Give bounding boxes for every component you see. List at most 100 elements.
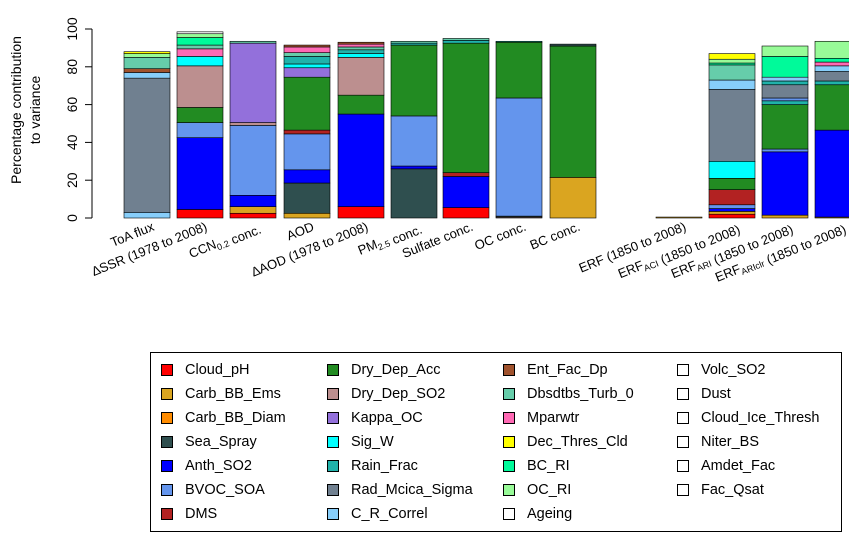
legend-item: Carb_BB_Ems	[161, 384, 281, 404]
legend-label: Fac_Qsat	[701, 482, 764, 498]
legend-label: DMS	[185, 506, 218, 522]
legend-item: Anth_SO2	[161, 456, 252, 476]
bar-segment	[761, 76, 809, 82]
legend-label: Ent_Fac_Dp	[527, 362, 608, 378]
legend-swatch	[677, 364, 689, 376]
bar-bc	[549, 43, 597, 219]
legend-label: Cloud_Ice_Thresh	[701, 410, 820, 426]
bar-segment	[337, 53, 385, 58]
legend-item: Niter_BS	[677, 432, 759, 452]
bar-segment	[708, 58, 756, 64]
legend-swatch	[161, 364, 173, 376]
legend-label: Rad_Mcica_Sigma	[351, 482, 473, 498]
legend-swatch	[327, 364, 339, 376]
legend-swatch	[161, 436, 173, 448]
bar-segment	[123, 212, 171, 219]
legend-label: Amdet_Fac	[701, 458, 776, 474]
legend-swatch	[161, 484, 173, 496]
legend-item: Ageing	[503, 504, 572, 524]
bar-segment	[176, 137, 224, 210]
legend-label: Dbsdtbs_Turb_0	[527, 386, 634, 402]
bar-segment	[761, 97, 809, 102]
y-tick-label: 60	[64, 97, 80, 113]
legend-swatch	[503, 412, 515, 424]
legend-swatch	[327, 412, 339, 424]
y-tick-label: 0	[64, 214, 80, 222]
legend: Cloud_pH Carb_BB_Ems Carb_BB_Diam Sea_Spray…	[150, 352, 842, 532]
bar-segment	[283, 63, 331, 69]
legend-item: Ent_Fac_Dp	[503, 360, 608, 380]
legend-swatch	[677, 388, 689, 400]
legend-label: Dry_Dep_SO2	[351, 386, 446, 402]
bar-segment	[708, 213, 756, 219]
bar-erfaci_b	[708, 53, 756, 219]
bar-sulf	[442, 38, 490, 219]
bar-erf	[655, 216, 703, 219]
bar-segment	[229, 195, 277, 207]
bar-segment	[283, 44, 331, 48]
y-tick-label: 100	[64, 17, 80, 41]
bar-segment	[229, 212, 277, 219]
legend-item: Fac_Qsat	[677, 480, 764, 500]
bar-segment	[708, 79, 756, 90]
legend-swatch	[503, 508, 515, 520]
legend-item: OC_RI	[503, 480, 571, 500]
legend-label: C_R_Correl	[351, 506, 428, 522]
legend-label: Volc_SO2	[701, 362, 766, 378]
y-tick-label: 20	[64, 172, 80, 188]
legend-label: OC_RI	[527, 482, 572, 498]
legend-label: Carb_BB_Ems	[185, 386, 281, 402]
legend-item: Rad_Mcica_Sigma	[327, 480, 473, 500]
legend-swatch	[503, 460, 515, 472]
legend-swatch	[677, 436, 689, 448]
bar-segment	[123, 68, 171, 73]
legend-label: Mparwtr	[527, 410, 580, 426]
legend-swatch	[327, 436, 339, 448]
bar-segment	[549, 45, 597, 178]
bar-segment	[390, 168, 438, 219]
bar-segment	[390, 40, 438, 44]
y-tick-label: 80	[64, 59, 80, 75]
bar-segment	[442, 207, 490, 219]
legend-swatch	[161, 388, 173, 400]
bar-segment	[176, 56, 224, 67]
legend-swatch	[327, 388, 339, 400]
legend-swatch	[161, 508, 173, 520]
bar-segment	[337, 46, 385, 51]
bar-segment	[761, 100, 809, 105]
bar-dssr	[176, 31, 224, 219]
bar-segment	[390, 165, 438, 170]
legend-label: Carb_BB_Diam	[185, 410, 286, 426]
bar-segment	[283, 76, 331, 131]
bar-segment	[283, 67, 331, 78]
legend-item: BC_RI	[503, 456, 570, 476]
bar-segment	[814, 80, 849, 86]
bar-daod	[337, 41, 385, 219]
legend-label: Anth_SO2	[185, 458, 252, 474]
legend-item: Mparwtr	[503, 408, 579, 428]
bar-segment	[176, 209, 224, 219]
bar-segment	[761, 214, 809, 219]
legend-label: BVOC_SOA	[185, 482, 265, 498]
bar-segment	[761, 84, 809, 99]
bar-segment	[337, 94, 385, 115]
bar-segment	[337, 113, 385, 207]
legend-label: Dry_Dep_Acc	[351, 362, 441, 378]
y-axis-label: Percentage contribution to variance	[8, 36, 43, 184]
bar-segment	[814, 71, 849, 82]
x-axis-labels: ToA flux∆SSR (1978 to 2008)CCN0.2 conc. A…	[90, 219, 849, 285]
legend-item: Amdet_Fac	[677, 456, 775, 476]
y-axis-label-line: to variance	[27, 76, 43, 145]
legend-item: Sea_Spray	[161, 432, 257, 452]
bar-segment	[176, 65, 224, 108]
bar-segment	[229, 40, 277, 44]
bar-segment	[761, 45, 809, 57]
x-tick-label: OC conc.	[472, 219, 528, 253]
bar-segment	[283, 182, 331, 214]
legend-label: Dust	[701, 386, 731, 402]
bar-segment	[337, 57, 385, 96]
legend-item: BVOC_SOA	[161, 480, 265, 500]
legend-item: Dry_Dep_SO2	[327, 384, 445, 404]
bar-segment	[176, 48, 224, 57]
legend-swatch	[503, 364, 515, 376]
